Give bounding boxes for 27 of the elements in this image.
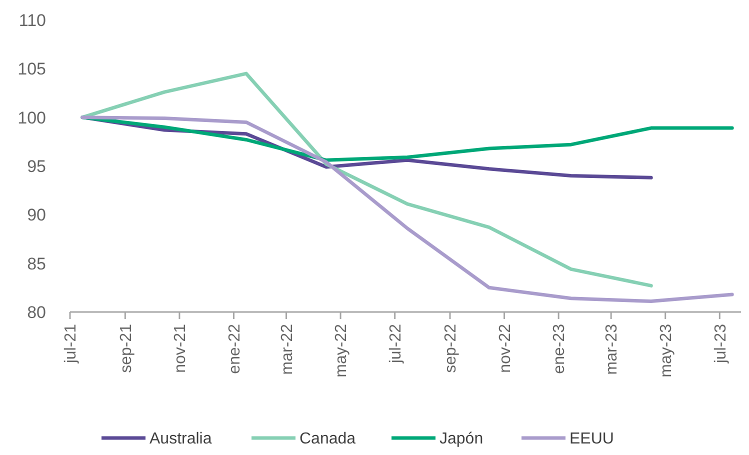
x-tick-label: jul-21 [62, 324, 80, 364]
y-tick-label: 80 [27, 302, 46, 322]
x-tick-label: jul-22 [387, 324, 404, 364]
x-tick-label: ene-22 [226, 324, 244, 374]
x-tick-label: jul-23 [712, 324, 730, 364]
y-tick-label: 90 [27, 206, 46, 225]
x-tick-label: nov-22 [496, 324, 514, 373]
x-tick-label: sep-22 [442, 324, 460, 373]
line-series [80, 72, 653, 288]
y-tick-label: 85 [27, 254, 46, 274]
y-tick-label: 110 [18, 10, 46, 30]
legend-label: Australia [150, 430, 212, 448]
x-tick-label: nov-21 [172, 324, 190, 373]
y-tick-label: 100 [18, 108, 46, 128]
y-tick-label: 95 [27, 156, 46, 176]
x-tick-label: mar-22 [278, 324, 296, 375]
x-tick-label: sep-21 [118, 324, 135, 373]
line-series [80, 116, 734, 304]
line-series [80, 116, 734, 162]
legend-label: EEUU [570, 430, 614, 448]
legend-label: Japón [440, 430, 484, 448]
x-tick-label: may-23 [658, 324, 675, 378]
x-tick-label: may-22 [333, 324, 350, 378]
legend-label: Canada [300, 430, 356, 448]
y-tick-label: 105 [18, 60, 46, 79]
x-tick-label: ene-23 [551, 324, 568, 374]
x-tick-label: mar-23 [604, 324, 621, 375]
